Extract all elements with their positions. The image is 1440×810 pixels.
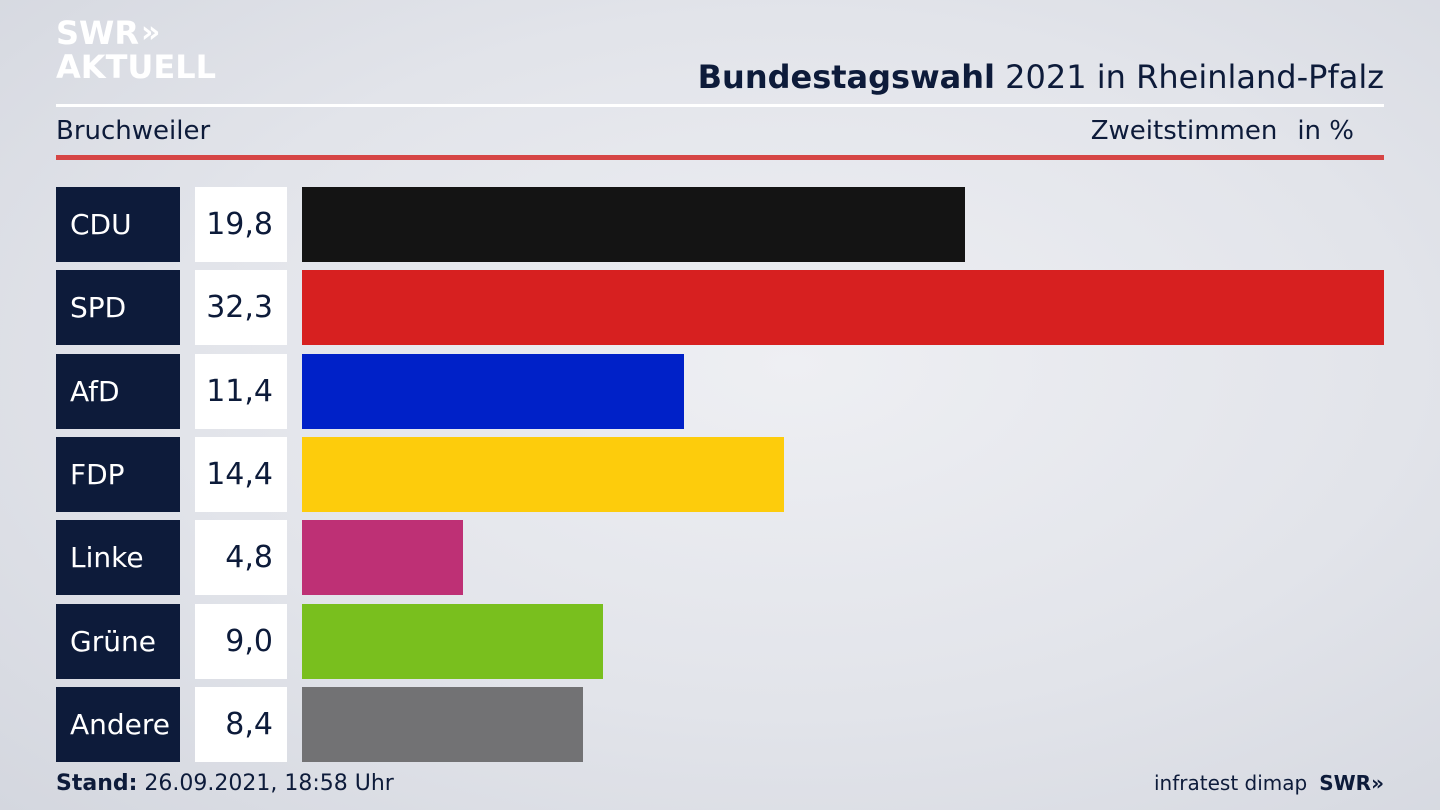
value-label: 32,3 [195, 270, 287, 345]
vote-type-label: Zweitstimmen in % [1091, 116, 1354, 146]
party-label: Linke [56, 520, 180, 595]
bar [302, 520, 463, 595]
bar [302, 604, 603, 679]
vote-type-text: Zweitstimmen [1090, 116, 1278, 146]
value-label: 8,4 [195, 687, 287, 762]
bar [302, 270, 1384, 345]
accent-divider [56, 155, 1384, 160]
bar-row: Grüne 9,0 [56, 604, 1384, 679]
bar [302, 687, 583, 762]
value-label: 11,4 [195, 354, 287, 429]
bar [302, 187, 965, 262]
timestamp: Stand: 26.09.2021, 18:58 Uhr [56, 771, 394, 796]
bar [302, 354, 684, 429]
party-label: AfD [56, 354, 180, 429]
bar-row: AfD 11,4 [56, 354, 1384, 429]
source-label: infratest dimap [1154, 771, 1308, 795]
logo-swr-text: SWR [56, 14, 139, 52]
results-bar-chart: CDU 19,8 SPD 32,3 AfD 11,4 FDP 14,4 Linke 4,8 Grün… [56, 187, 1384, 762]
unit-label: in % [1297, 116, 1354, 146]
bar-row: CDU 19,8 [56, 187, 1384, 262]
party-label: Grüne [56, 604, 180, 679]
party-label: FDP [56, 437, 180, 512]
bar-row: Linke 4,8 [56, 520, 1384, 595]
logo-chevrons-icon: » [140, 15, 161, 50]
source-credit: infratest dimap SWR» [1154, 771, 1384, 795]
value-label: 4,8 [195, 520, 287, 595]
party-label: SPD [56, 270, 180, 345]
page-title: Bundestagswahl 2021 in Rheinland-Pfalz [698, 58, 1384, 96]
party-label: Andere [56, 687, 180, 762]
title-rest: 2021 in Rheinland-Pfalz [995, 58, 1384, 96]
bar-row: Andere 8,4 [56, 687, 1384, 762]
value-label: 19,8 [195, 187, 287, 262]
bar [302, 437, 784, 512]
bar-row: FDP 14,4 [56, 437, 1384, 512]
bar-row: SPD 32,3 [56, 270, 1384, 345]
stand-value: 26.09.2021, 18:58 Uhr [137, 771, 394, 796]
stand-label: Stand: [56, 771, 138, 796]
value-label: 9,0 [195, 604, 287, 679]
party-label: CDU [56, 187, 180, 262]
swr-aktuell-logo: SWR» AKTUELL [56, 14, 217, 86]
title-bold: Bundestagswahl [697, 58, 995, 96]
location-label: Bruchweiler [56, 116, 211, 146]
header-divider [56, 104, 1384, 107]
logo-aktuell-text: AKTUELL [56, 48, 217, 86]
swr-small-logo: SWR» [1319, 771, 1384, 795]
value-label: 14,4 [195, 437, 287, 512]
